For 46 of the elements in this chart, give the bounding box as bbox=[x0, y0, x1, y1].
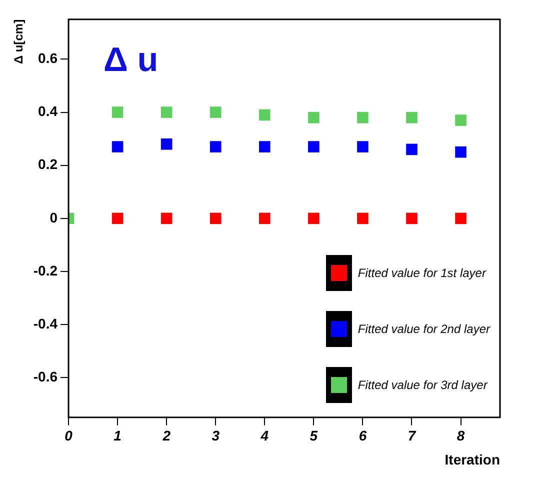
x-tick-label: 0 bbox=[64, 428, 73, 444]
point bbox=[455, 114, 466, 126]
legend-label: Fitted value for 3rd layer bbox=[358, 378, 488, 392]
point bbox=[406, 112, 418, 124]
point bbox=[308, 212, 320, 224]
text: Δ u bbox=[104, 40, 158, 79]
y-tick-label: 0 bbox=[50, 209, 58, 226]
point bbox=[210, 106, 222, 118]
y-tick-label: -0.6 bbox=[33, 368, 58, 384]
x-tick-label: 5 bbox=[310, 428, 318, 444]
legend-label: Fitted value for 2nd layer bbox=[358, 322, 490, 336]
point bbox=[112, 106, 124, 118]
legend-label: Fitted value for 1st layer bbox=[358, 266, 486, 280]
y-tick-label: 0.6 bbox=[38, 50, 58, 66]
y-tick-label: 0.4 bbox=[38, 103, 58, 120]
point bbox=[258, 141, 270, 152]
point bbox=[112, 141, 124, 152]
point bbox=[160, 212, 172, 224]
x-tick-label: 1 bbox=[114, 428, 122, 444]
point bbox=[406, 144, 418, 156]
x-tick-label: 7 bbox=[408, 428, 417, 444]
x-tick-label: 2 bbox=[162, 428, 171, 444]
point bbox=[308, 141, 320, 152]
x-tick-label: 4 bbox=[260, 428, 269, 444]
point bbox=[357, 212, 368, 224]
x-tick-label: 6 bbox=[358, 428, 367, 444]
point bbox=[357, 112, 368, 124]
point bbox=[160, 138, 172, 150]
x-tick-label: 3 bbox=[212, 428, 220, 444]
x-tick-label: 8 bbox=[456, 428, 465, 444]
point bbox=[160, 106, 172, 118]
point bbox=[210, 141, 222, 152]
y-tick-label: -0.4 bbox=[33, 315, 58, 332]
y-tick-label: 0.2 bbox=[38, 156, 58, 172]
point bbox=[455, 212, 466, 224]
y-axis-title: Δ u[cm] bbox=[12, 19, 26, 64]
y-tick-label: -0.2 bbox=[33, 262, 58, 278]
point bbox=[406, 212, 418, 224]
point bbox=[357, 141, 368, 152]
point bbox=[308, 112, 320, 124]
point bbox=[112, 212, 124, 224]
point bbox=[210, 212, 222, 224]
point bbox=[258, 212, 270, 224]
x-axis-title: Iteration bbox=[444, 451, 500, 468]
point bbox=[258, 109, 270, 121]
point bbox=[455, 146, 466, 158]
